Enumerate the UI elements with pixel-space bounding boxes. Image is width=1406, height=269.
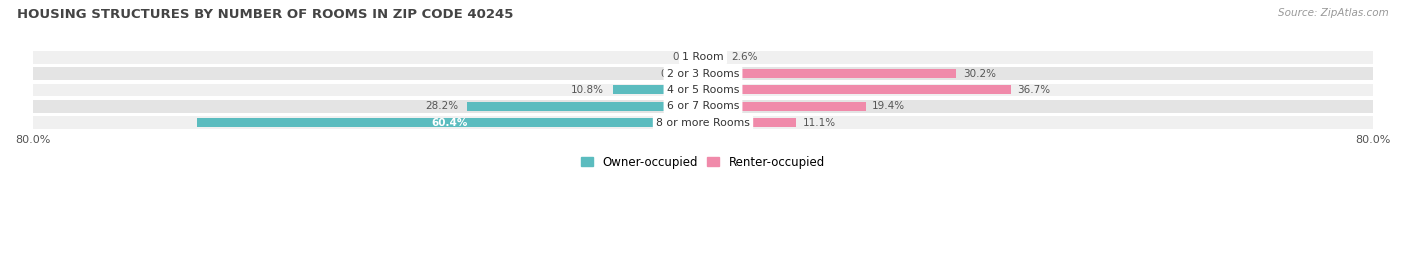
Bar [703,53,724,62]
Text: 28.2%: 28.2% [425,101,458,111]
Text: 6 or 7 Rooms: 6 or 7 Rooms [666,101,740,111]
Text: 0.63%: 0.63% [661,69,693,79]
Text: 19.4%: 19.4% [872,101,905,111]
Text: 4 or 5 Rooms: 4 or 5 Rooms [666,85,740,95]
Bar [703,85,1011,94]
Text: 1 Room: 1 Room [682,52,724,62]
Bar [32,116,1374,129]
Text: 36.7%: 36.7% [1017,85,1050,95]
Text: 8 or more Rooms: 8 or more Rooms [657,118,749,128]
Text: 2.6%: 2.6% [731,52,758,62]
Bar [697,69,703,78]
Bar [32,67,1374,80]
Text: 0.0%: 0.0% [672,52,699,62]
Bar [703,102,866,111]
Bar [197,118,703,127]
Text: 2 or 3 Rooms: 2 or 3 Rooms [666,69,740,79]
Text: Source: ZipAtlas.com: Source: ZipAtlas.com [1278,8,1389,18]
Bar [32,100,1374,113]
Bar [467,102,703,111]
Text: 30.2%: 30.2% [963,69,995,79]
Bar [703,69,956,78]
Bar [613,85,703,94]
Bar [32,51,1374,63]
Legend: Owner-occupied, Renter-occupied: Owner-occupied, Renter-occupied [576,151,830,174]
Text: 11.1%: 11.1% [803,118,835,128]
Bar [32,83,1374,96]
Bar [703,118,796,127]
Text: 60.4%: 60.4% [432,118,468,128]
Text: HOUSING STRUCTURES BY NUMBER OF ROOMS IN ZIP CODE 40245: HOUSING STRUCTURES BY NUMBER OF ROOMS IN… [17,8,513,21]
Text: 10.8%: 10.8% [571,85,605,95]
